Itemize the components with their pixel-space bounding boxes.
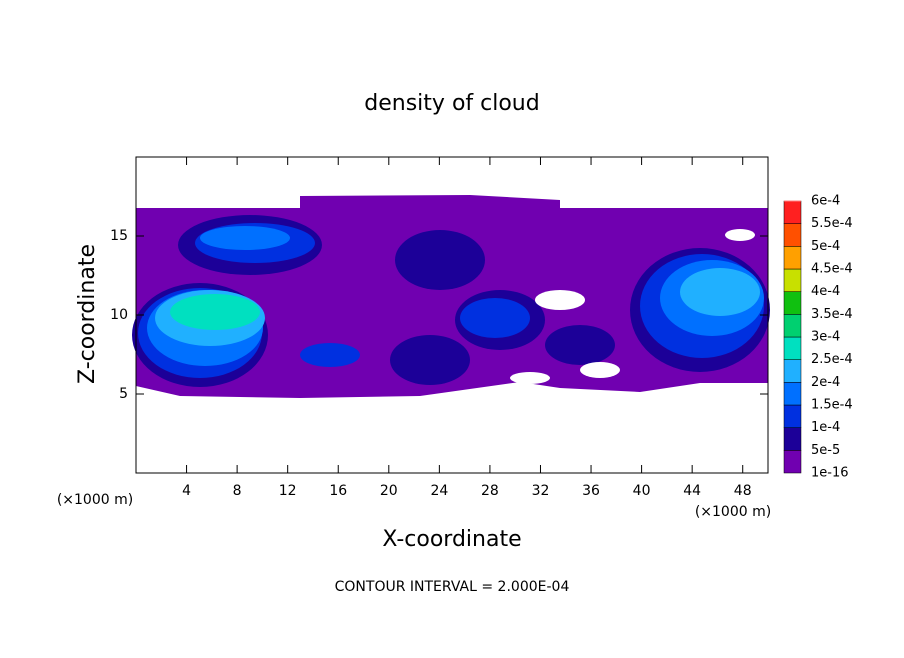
y-tick-label: 15	[110, 228, 128, 244]
colorbar-box	[783, 382, 802, 406]
colorbar-label: 5.5e-4	[811, 216, 853, 231]
colorbar-box	[784, 200, 801, 202]
x-tick-label: 8	[233, 483, 242, 499]
x-tick-label: 32	[532, 483, 550, 499]
x-tick-label: 12	[279, 483, 297, 499]
x-tick-label: 48	[734, 483, 752, 499]
colorbar-label: 3.5e-4	[811, 307, 853, 322]
x-unit: (×1000 m)	[695, 504, 771, 520]
colorbar-label: 1e-4	[811, 420, 840, 435]
x-tick-label: 16	[329, 483, 347, 499]
colorbar-label: 5e-4	[811, 239, 840, 254]
contour-region	[395, 230, 485, 290]
colorbar-label: 4.5e-4	[811, 262, 853, 277]
colorbar-label: 2e-4	[811, 375, 840, 390]
y-tick-label: 5	[119, 386, 128, 402]
colorbar-label: 3e-4	[811, 330, 840, 345]
empty-region	[510, 372, 550, 384]
colorbar-box	[783, 404, 802, 428]
colorbar-label: 5e-5	[811, 443, 840, 458]
empty-region	[535, 290, 585, 310]
x-tick-label: 24	[430, 483, 448, 499]
x-tick-label: 4	[182, 483, 191, 499]
x-axis-label: X-coordinate	[382, 527, 521, 552]
colorbar-label: 6e-4	[811, 194, 840, 209]
colorbar-box	[783, 336, 802, 360]
contour-region	[300, 343, 360, 367]
colorbar-box	[783, 223, 802, 247]
contour-region	[390, 335, 470, 385]
colorbar-box	[783, 268, 802, 292]
colorbar-label: 2.5e-4	[811, 352, 853, 367]
colorbar-box	[783, 291, 802, 315]
y-tick-label: 10	[110, 307, 128, 323]
x-tick-label: 36	[582, 483, 600, 499]
x-tick-label: 44	[683, 483, 701, 499]
x-tick-label: 40	[633, 483, 651, 499]
colorbar-box	[783, 359, 802, 383]
chart-title: density of cloud	[364, 91, 539, 116]
empty-region	[725, 229, 755, 241]
x-tick-label: 28	[481, 483, 499, 499]
contour-region	[170, 294, 260, 330]
colorbar-label: 4e-4	[811, 284, 840, 299]
colorbar-label: 1.5e-4	[811, 398, 853, 413]
contour-region	[200, 226, 290, 250]
x-tick-label: 20	[380, 483, 398, 499]
colorbar-box	[783, 200, 802, 224]
contour-region	[545, 325, 615, 365]
empty-region	[580, 362, 620, 378]
colorbar-label: 1e-16	[811, 466, 849, 481]
colorbar-box	[783, 314, 802, 338]
contour-note: CONTOUR INTERVAL = 2.000E-04	[335, 579, 570, 595]
colorbar-box	[783, 450, 802, 474]
y-axis-label: Z-coordinate	[75, 244, 100, 384]
colorbar-box	[783, 246, 802, 270]
contour-region	[680, 268, 760, 316]
colorbar-box	[783, 427, 802, 451]
contour-region	[460, 298, 530, 338]
y-unit: (×1000 m)	[57, 492, 133, 508]
